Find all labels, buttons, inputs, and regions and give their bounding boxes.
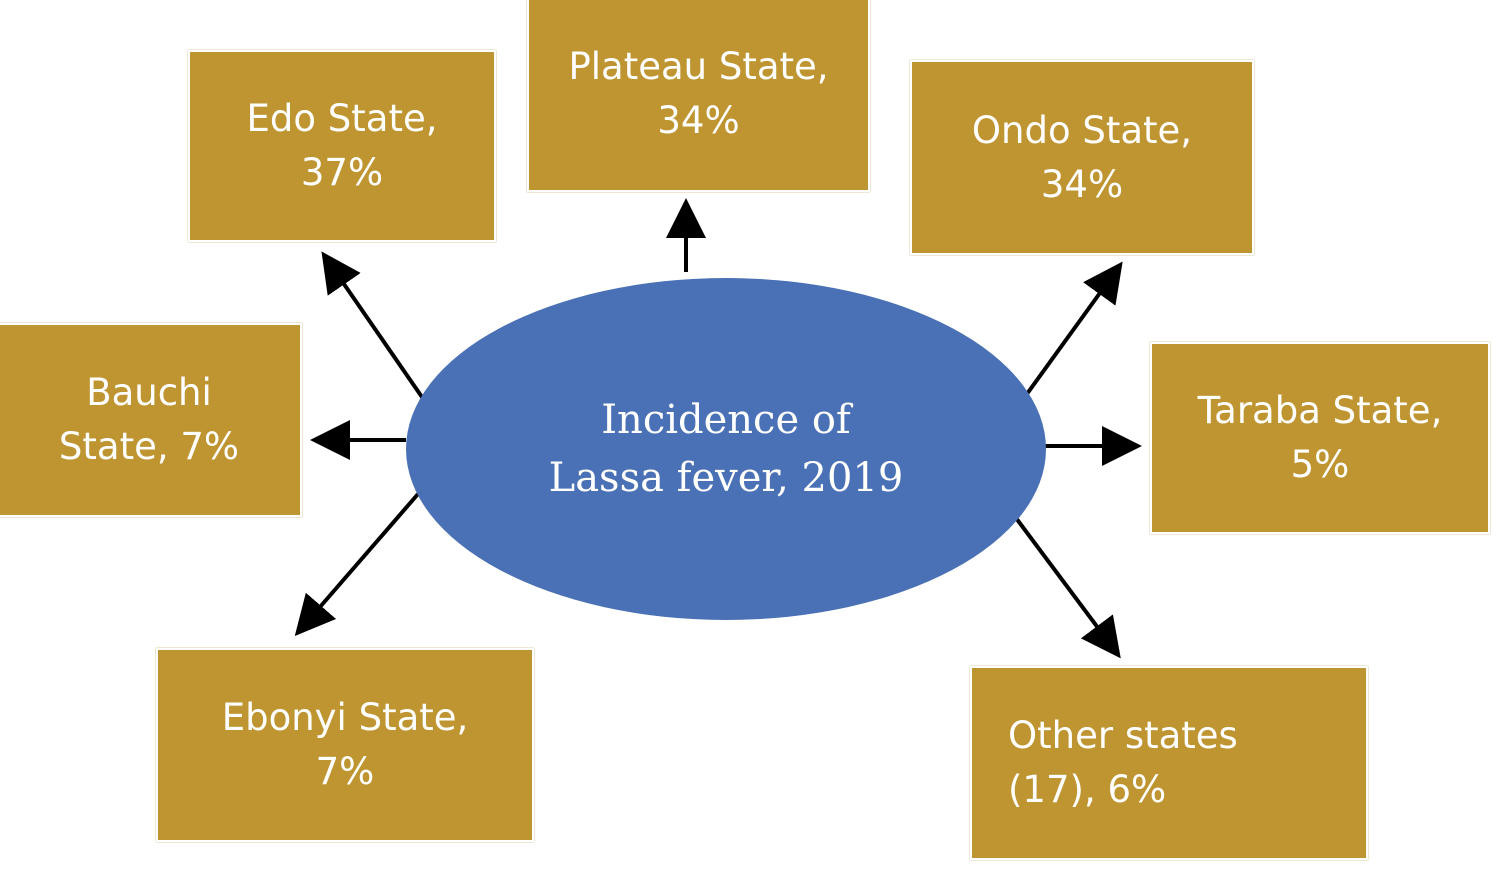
node-edo-label: Edo State, xyxy=(246,97,438,140)
node-bauchi-state: Bauchi State, 7% xyxy=(0,323,302,517)
node-ebonyi-state: Ebonyi State, 7% xyxy=(156,648,534,842)
node-plateau-label: Plateau State, xyxy=(568,45,829,88)
node-ebonyi-label: Ebonyi State, xyxy=(221,696,469,739)
center-title-line1: Incidence of xyxy=(601,397,851,443)
node-ebonyi-value: 7% xyxy=(315,750,375,793)
node-plateau-state: Plateau State, 34% xyxy=(527,0,870,192)
node-ondo-state: Ondo State, 34% xyxy=(910,60,1254,255)
node-ondo-value: 34% xyxy=(1040,162,1124,206)
center-title-line2: Lassa fever, 2019 xyxy=(548,455,904,501)
central-topic-ellipse: Incidence of Lassa fever, 2019 xyxy=(406,278,1046,620)
node-taraba-state: Taraba State, 5% xyxy=(1150,342,1490,534)
node-other-states: Other states (17), 6% xyxy=(970,666,1368,860)
arrow-to-edo xyxy=(321,251,426,402)
node-other-label: Other states xyxy=(1008,714,1238,757)
node-edo-state: Edo State, 37% xyxy=(188,50,496,242)
node-edo-value: 37% xyxy=(300,151,384,194)
node-plateau-value: 34% xyxy=(657,99,740,142)
node-bauchi-label: Bauchi xyxy=(86,371,212,414)
node-taraba-value: 5% xyxy=(1290,443,1350,486)
arrow-to-ebonyi xyxy=(294,492,420,637)
arrow-to-ondo xyxy=(1022,261,1123,400)
node-other-value: (17), 6% xyxy=(1008,768,1167,811)
node-bauchi-value: State, 7% xyxy=(58,425,240,468)
node-taraba-label: Taraba State, xyxy=(1197,389,1443,432)
node-ondo-label: Ondo State, xyxy=(971,108,1193,152)
arrow-to-other xyxy=(1014,516,1121,659)
